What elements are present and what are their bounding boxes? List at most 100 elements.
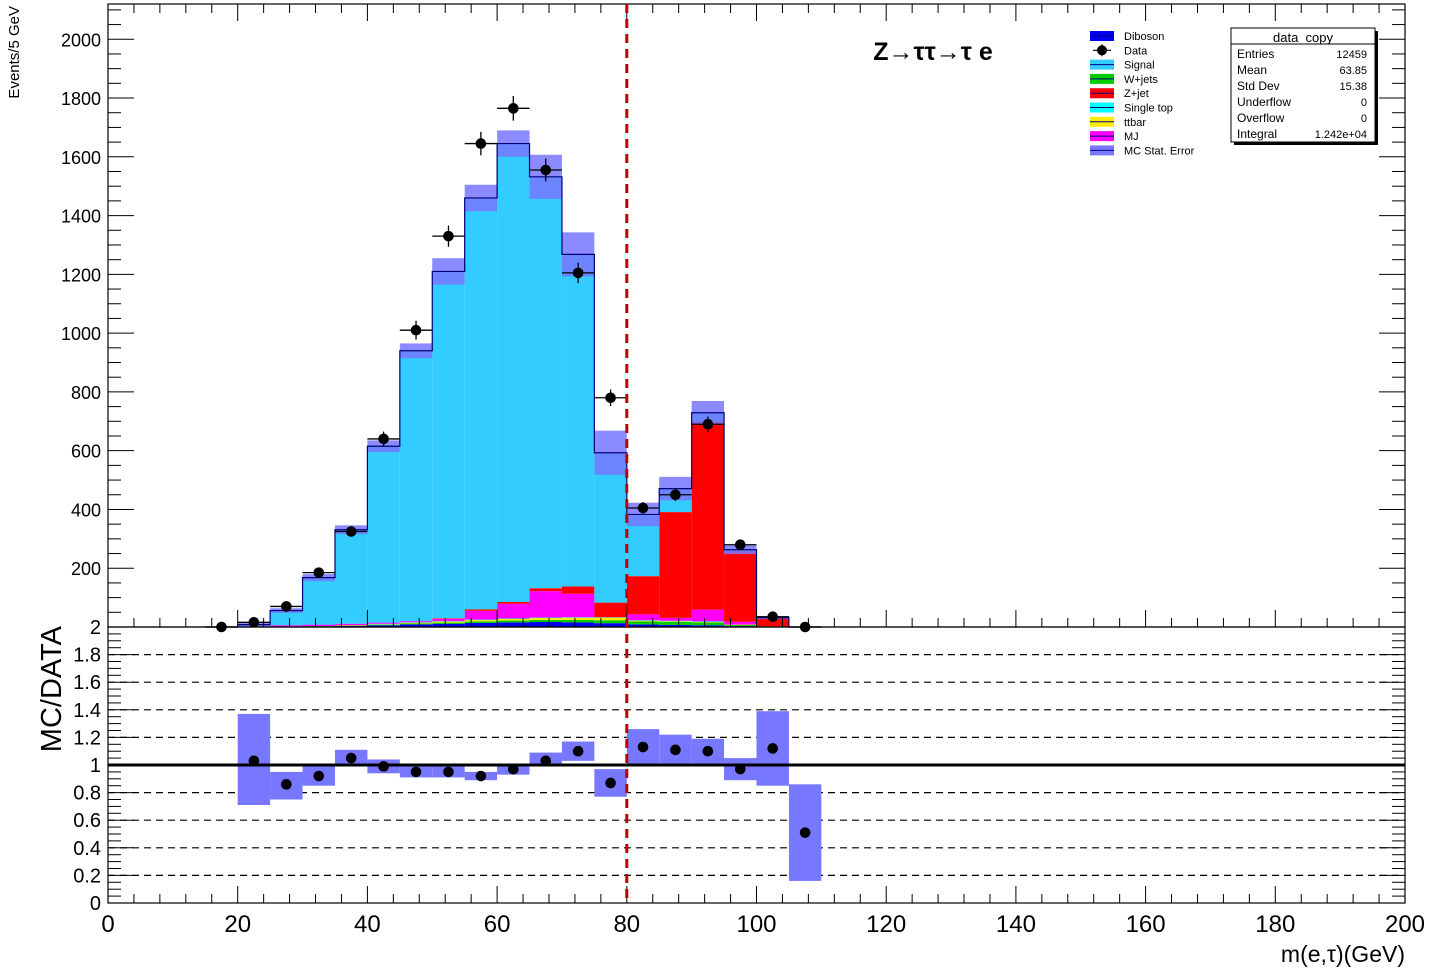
y-tick-label: 400 [71, 500, 101, 520]
x-tick-label: 120 [866, 911, 906, 938]
stat-box-value: 1.242e+04 [1315, 129, 1367, 141]
bar-w-jets [561, 619, 595, 623]
bar-w-jets [659, 622, 692, 625]
ratio-point [799, 827, 811, 838]
x-tick-label: 160 [1126, 911, 1166, 938]
data-point [670, 489, 681, 501]
stat-box-value: 63.85 [1339, 65, 1367, 77]
stat-box-label: Mean [1237, 63, 1267, 77]
bar-mj [724, 621, 757, 625]
bar-signal [334, 529, 368, 624]
legend-label: Data [1124, 45, 1148, 57]
stat-box-label: Integral [1237, 127, 1277, 141]
bar-mj [626, 614, 660, 621]
ratio-error-band [237, 711, 822, 881]
bar-single-top [594, 617, 627, 618]
bar-z-jet [464, 609, 498, 611]
stat-box-label: Underflow [1237, 95, 1291, 109]
bar-ttbar [464, 619, 498, 622]
bar-diboson [399, 624, 433, 627]
y-tick-label: 0.4 [73, 838, 101, 860]
bar-w-jets [399, 623, 433, 625]
bar-mj [367, 622, 400, 624]
bar-diboson [464, 622, 498, 627]
stat-box-value: 0 [1361, 97, 1367, 109]
bar-signal [594, 452, 627, 603]
x-tick-label: 40 [354, 911, 381, 938]
x-axis: 0 20 40 60 80 100 120 140 160 180 200 [101, 886, 1425, 938]
bar-mj [497, 603, 530, 619]
y-tick-label: 1200 [61, 265, 101, 285]
stat-box-label: Std Dev [1237, 79, 1280, 93]
ratio-point [475, 770, 487, 782]
bar-diboson [561, 622, 595, 627]
bar-z-jet [594, 602, 627, 618]
data-point [637, 502, 649, 514]
legend-entry: Single top [1090, 102, 1173, 115]
legend-label: Signal [1124, 60, 1155, 72]
stat-box-label: Overflow [1237, 111, 1285, 125]
x-tick-label: 80 [613, 911, 640, 938]
legend-entry: Data [1093, 44, 1148, 57]
bar-z-jet [626, 576, 660, 615]
y-tick-label: 2000 [61, 30, 101, 50]
y-tick-label: 1.8 [73, 645, 101, 667]
data-point [605, 392, 616, 404]
ratio-point [378, 761, 389, 772]
legend-entry: MC Stat. Error [1090, 145, 1195, 157]
bar-ttbar [367, 624, 400, 625]
bar-signal [497, 143, 530, 603]
bar-w-jets [594, 620, 627, 624]
bar-diboson [497, 622, 530, 627]
x-tick-label: 100 [736, 911, 776, 938]
y-tick-label: 1.4 [73, 700, 101, 722]
bar-z-jet [497, 602, 530, 604]
stacked-histogram [237, 143, 789, 628]
bar-signal [270, 610, 303, 626]
bar-signal [464, 197, 498, 610]
y-tick-label: 1000 [61, 324, 101, 344]
y-tick-label: 600 [71, 442, 101, 462]
main-plot-frame [107, 3, 1406, 628]
data-point [572, 267, 584, 279]
bar-z-jet [724, 551, 757, 622]
ratio-point [670, 744, 681, 756]
bar-diboson [659, 624, 692, 627]
bar-w-jets [302, 626, 335, 627]
legend-entry: Signal [1090, 59, 1155, 72]
x-tick-label: 0 [101, 911, 114, 938]
y-tick-label: 0 [90, 893, 101, 915]
bar-w-jets [724, 624, 757, 627]
bar-signal [302, 577, 335, 625]
bar-z-jet [561, 586, 595, 594]
data-point [734, 539, 746, 551]
stat-box-value: 0 [1361, 113, 1367, 125]
bar-mj [334, 623, 368, 626]
bar-diboson [691, 625, 725, 627]
main-panel: 200 400 600 800 1000 1200 1400 1600 1800 2000 Eve… [6, 3, 1406, 633]
y-tick-label: 1.6 [73, 672, 101, 694]
ratio-point [248, 755, 260, 767]
bar-w-jets [529, 619, 562, 623]
ratio-grid-lines [108, 653, 1405, 877]
bar-w-jets [432, 622, 465, 624]
data-point [378, 433, 389, 445]
bar-single-top [432, 621, 465, 622]
ratio-point [345, 752, 357, 764]
x-tick-label: 180 [1255, 911, 1295, 938]
bar-w-jets [367, 624, 400, 626]
data-point [443, 230, 454, 242]
legend-entry: Z+jet [1090, 88, 1149, 100]
stat-box-title: data_copy [1273, 30, 1333, 45]
data-point [475, 138, 487, 149]
legend-label: Diboson [1124, 31, 1164, 43]
y-tick-label: 1600 [61, 148, 101, 168]
ratio-point [637, 741, 649, 753]
stat-box-value: 15.38 [1339, 81, 1367, 93]
data-point [702, 418, 714, 430]
data-point [410, 324, 422, 336]
legend-label: W+jets [1124, 74, 1158, 86]
bar-single-top [626, 620, 660, 621]
bar-signal [367, 446, 400, 623]
